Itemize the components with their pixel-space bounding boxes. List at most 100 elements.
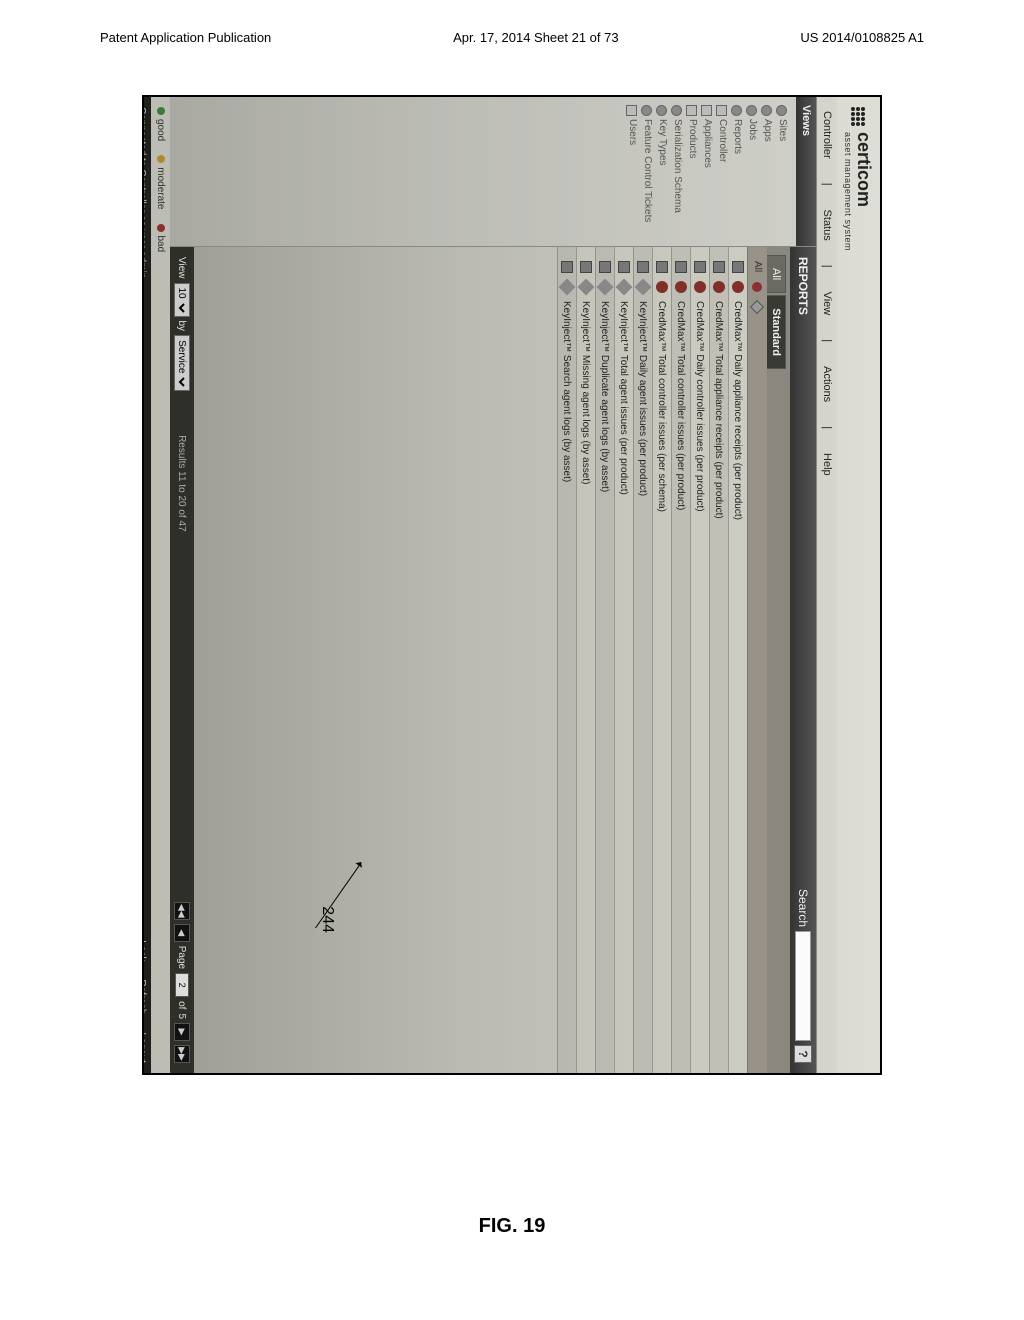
page-input[interactable] [175, 973, 189, 997]
sidebar-item-products[interactable]: Products [685, 103, 700, 240]
report-row[interactable]: KeyInject™ Search agent logs (by asset) [557, 247, 576, 1073]
report-icon [637, 261, 649, 273]
view-select[interactable]: 10 [174, 283, 190, 317]
page-total: 5 [177, 1013, 188, 1019]
search-input[interactable] [795, 931, 811, 1041]
sidebar-item-fct[interactable]: Feature Control Tickets [640, 103, 655, 240]
key-icon [578, 279, 595, 296]
menubar: Controller | Status | View | Actions | H… [816, 97, 837, 1073]
figure-caption: FIG. 19 [479, 1215, 546, 1238]
sidebar-item-users[interactable]: Users [625, 103, 640, 240]
pager-prev[interactable]: ◀ [174, 924, 190, 942]
report-row[interactable]: CredMax™ Total controller issues (per sc… [652, 247, 671, 1073]
report-label: CredMax™ Daily controller issues (per pr… [695, 301, 706, 512]
report-icon [675, 261, 687, 273]
report-row[interactable]: CredMax™ Daily appliance receipts (per p… [728, 247, 747, 1073]
report-row[interactable]: CredMax™ Total appliance receipts (per p… [709, 247, 728, 1073]
pager-bar: View 10 by Service Results 11 to 20 of 4… [170, 247, 194, 1073]
filter-band: All [747, 247, 767, 1073]
report-icon [732, 261, 744, 273]
menu-status[interactable]: Status [821, 210, 833, 241]
report-row[interactable]: CredMax™ Daily controller issues (per pr… [690, 247, 709, 1073]
sidebar: Views Sites Apps Jobs Reports Controller… [170, 97, 816, 247]
report-list: CredMax™ Daily appliance receipts (per p… [194, 247, 747, 1073]
search-box: Search ? [794, 889, 812, 1063]
report-icon [561, 261, 573, 273]
dot-icon [656, 281, 668, 293]
pager-last[interactable]: ▶▶ [174, 1045, 190, 1063]
reports-title: REPORTS [796, 257, 810, 315]
search-label: Search [796, 889, 810, 927]
key-icon [597, 279, 614, 296]
footer-logout[interactable]: Logout [142, 1032, 147, 1063]
by-label: by [177, 321, 188, 332]
header-left: Patent Application Publication [100, 30, 271, 45]
logo-row: certicom asset management system [837, 97, 880, 1073]
footer-lock[interactable]: Lock [142, 940, 147, 961]
legend-bad: bad [155, 224, 166, 253]
legend-moderate: moderate [155, 155, 166, 209]
dot-icon [675, 281, 687, 293]
report-label: KeyInject™ Daily agent issues (per produ… [638, 301, 649, 496]
menu-view[interactable]: View [821, 292, 833, 316]
report-label: CredMax™ Total appliance receipts (per p… [714, 301, 725, 519]
tabs: All Standard [767, 247, 790, 1073]
logo-text: certicom [853, 132, 874, 251]
report-icon [580, 261, 592, 273]
sidebar-item-jobs[interactable]: Jobs [745, 103, 760, 240]
dot-icon [694, 281, 706, 293]
page-of: of [177, 1001, 188, 1009]
sidebar-item-appliances[interactable]: Appliances [700, 103, 715, 240]
report-label: CredMax™ Total controller issues (per sc… [657, 301, 668, 512]
report-row[interactable]: CredMax™ Total controller issues (per pr… [671, 247, 690, 1073]
report-row[interactable]: KeyInject™ Total agent issues (per produ… [614, 247, 633, 1073]
menu-help[interactable]: Help [821, 453, 833, 476]
by-select[interactable]: Service [174, 335, 190, 391]
connection-status: Connected to Controller as user admin [142, 107, 147, 278]
sidebar-item-controller[interactable]: Controller [715, 103, 730, 240]
status-legend: good moderate bad [151, 97, 170, 1073]
sidebar-item-sites[interactable]: Sites [775, 103, 790, 240]
tab-all[interactable]: All [767, 255, 786, 293]
report-icon [599, 261, 611, 273]
figure-wrap: certicom asset management system Control… [0, 55, 1024, 1278]
dot-icon [713, 281, 725, 293]
header-right: US 2014/0108825 A1 [800, 30, 924, 45]
pager-next[interactable]: ▶ [174, 1023, 190, 1041]
report-row[interactable]: KeyInject™ Daily agent issues (per produ… [633, 247, 652, 1073]
main-panel: REPORTS Search ? All Standard All [170, 247, 816, 1073]
menu-controller[interactable]: Controller [821, 111, 833, 159]
filter-dot-icon [753, 282, 763, 292]
sidebar-item-serialization[interactable]: Serialization Schema [670, 103, 685, 240]
dot-icon [732, 281, 744, 293]
pager-first[interactable]: ◀◀ [174, 902, 190, 920]
sidebar-item-reports[interactable]: Reports [730, 103, 745, 240]
report-icon [618, 261, 630, 273]
page-label: Page [177, 946, 188, 969]
app-screenshot: certicom asset management system Control… [142, 95, 882, 1075]
report-row[interactable]: KeyInject™ Duplicate agent logs (by asse… [595, 247, 614, 1073]
header-center: Apr. 17, 2014 Sheet 21 of 73 [453, 30, 619, 45]
sidebar-list: Sites Apps Jobs Reports Controller Appli… [619, 97, 796, 246]
page-header: Patent Application Publication Apr. 17, … [0, 0, 1024, 55]
report-icon [713, 261, 725, 273]
help-button[interactable]: ? [794, 1045, 812, 1063]
sidebar-title: Views [796, 97, 816, 246]
key-icon [635, 279, 652, 296]
report-icon [694, 261, 706, 273]
footer-bar: Connected to Controller as user admin Lo… [142, 97, 151, 1073]
view-label: View [177, 257, 188, 279]
results-count: Results 11 to 20 of 47 [177, 435, 188, 532]
report-row[interactable]: KeyInject™ Missing agent logs (by asset) [576, 247, 595, 1073]
report-label: CredMax™ Total controller issues (per pr… [676, 301, 687, 510]
logo-icon [852, 107, 866, 126]
report-label: CredMax™ Daily appliance receipts (per p… [733, 301, 744, 520]
sidebar-item-keytypes[interactable]: Key Types [655, 103, 670, 240]
reports-header: REPORTS Search ? [790, 247, 816, 1073]
footer-refresh[interactable]: Refresh [142, 979, 147, 1014]
sidebar-item-apps[interactable]: Apps [760, 103, 775, 240]
menu-actions[interactable]: Actions [821, 366, 833, 402]
filter-wand-icon [750, 300, 764, 314]
logo-tagline: asset management system [843, 132, 853, 251]
tab-standard[interactable]: Standard [767, 295, 786, 369]
